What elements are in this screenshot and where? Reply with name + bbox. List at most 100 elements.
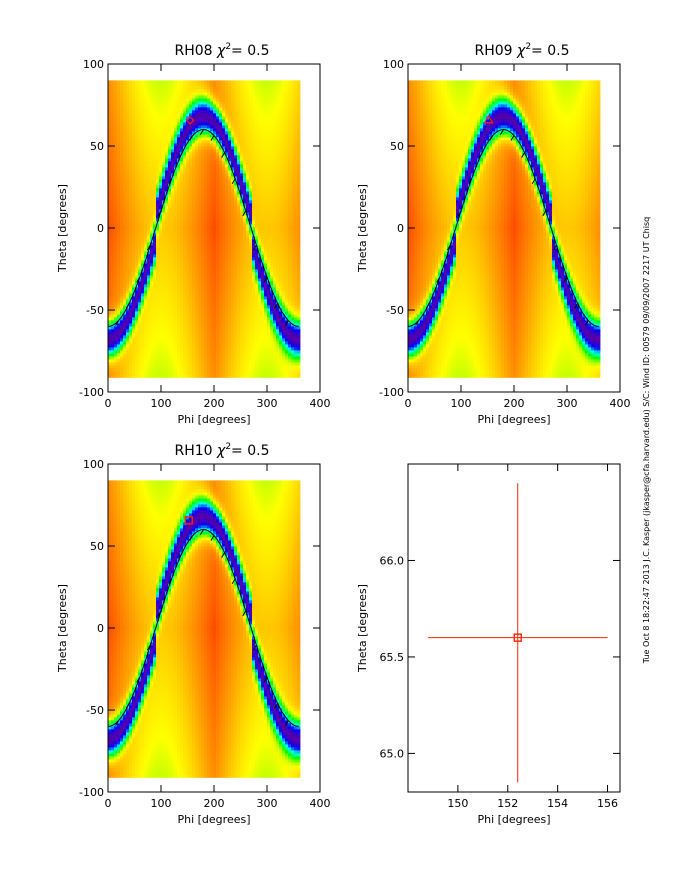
heatmap-cell [165, 221, 169, 225]
heatmap-cell [150, 209, 154, 213]
heatmap-cell [111, 86, 115, 90]
heatmap-cell [177, 284, 181, 288]
heatmap-cell [294, 161, 298, 165]
heatmap-cell [192, 179, 196, 183]
heatmap-cell [237, 206, 241, 210]
heatmap-cell [225, 173, 229, 177]
heatmap-cell [228, 215, 232, 219]
heatmap-cell [207, 254, 211, 258]
heatmap-cell [222, 254, 226, 258]
heatmap-cell [192, 188, 196, 192]
heatmap-cell [288, 95, 292, 99]
heatmap-cell [114, 110, 118, 114]
heatmap-cell [150, 278, 154, 282]
heatmap-cell [249, 254, 253, 258]
heatmap-cell [216, 104, 220, 108]
heatmap-cell [183, 104, 187, 108]
heatmap-cell [129, 86, 133, 90]
heatmap-cell [201, 224, 205, 228]
heatmap-cell [297, 227, 301, 231]
heatmap-cell [111, 110, 115, 114]
heatmap-cell [144, 308, 148, 312]
heatmap-cell [174, 179, 178, 183]
heatmap-cell [249, 107, 253, 111]
heatmap-cell [153, 125, 157, 129]
heatmap-cell [192, 182, 196, 186]
heatmap-cell [114, 146, 118, 150]
heatmap-cell [231, 311, 235, 315]
heatmap-cell [150, 83, 154, 87]
heatmap-cell [117, 188, 121, 192]
heatmap-cell [270, 245, 274, 249]
heatmap-cell [219, 263, 223, 267]
heatmap-cell [120, 293, 124, 297]
heatmap-cell [246, 239, 250, 243]
heatmap-cell [144, 206, 148, 210]
heatmap-cell [279, 113, 283, 117]
heatmap-cell [117, 263, 121, 267]
heatmap-cell [165, 209, 169, 213]
heatmap-cell [255, 236, 259, 240]
heatmap-cell [192, 98, 196, 102]
heatmap-cell [243, 161, 247, 165]
heatmap-cell [135, 200, 139, 204]
heatmap-cell [285, 149, 289, 153]
heatmap-cell [279, 137, 283, 141]
heatmap-cell [204, 218, 208, 222]
heatmap-cell [150, 104, 154, 108]
heatmap-cell [198, 233, 202, 237]
heatmap-cell [165, 152, 169, 156]
heatmap-cell [222, 173, 226, 177]
heatmap-cell [198, 257, 202, 261]
heatmap-cell [186, 173, 190, 177]
heatmap-cell [114, 257, 118, 261]
heatmap-cell [261, 236, 265, 240]
heatmap-cell [120, 245, 124, 249]
heatmap-cell [228, 170, 232, 174]
heatmap-cell [291, 224, 295, 228]
heatmap-cell [111, 197, 115, 201]
heatmap-cell [246, 311, 250, 315]
heatmap-cell [237, 197, 241, 201]
heatmap-cell [261, 275, 265, 279]
heatmap-cell [129, 221, 133, 225]
heatmap-cell [183, 113, 187, 117]
heatmap-cell [279, 164, 283, 168]
heatmap-cell [147, 137, 151, 141]
heatmap-cell [249, 218, 253, 222]
heatmap-cell [129, 206, 133, 210]
heatmap-cell [117, 173, 121, 177]
heatmap-cell [123, 86, 127, 90]
heatmap-cell [168, 311, 172, 315]
heatmap-cell [135, 299, 139, 303]
heatmap-cell [246, 176, 250, 180]
heatmap-cell [183, 80, 187, 84]
heatmap-cell [261, 119, 265, 123]
heatmap-cell [273, 260, 277, 264]
heatmap-cell [267, 140, 271, 144]
heatmap-cell [183, 242, 187, 246]
heatmap-cell [135, 209, 139, 213]
heatmap-cell [114, 209, 118, 213]
heatmap-cell [153, 137, 157, 141]
heatmap-cell [246, 230, 250, 234]
heatmap-cell [279, 191, 283, 195]
heatmap-cell [204, 146, 208, 150]
heatmap-cell [243, 197, 247, 201]
heatmap-cell [276, 218, 280, 222]
heatmap-cell [297, 101, 301, 105]
heatmap-cell [294, 152, 298, 156]
heatmap-cell [270, 197, 274, 201]
heatmap-cell [123, 227, 127, 231]
heatmap-cell [141, 161, 145, 165]
heatmap-cell [240, 92, 244, 96]
heatmap-cell [279, 83, 283, 87]
heatmap-cell [234, 176, 238, 180]
heatmap-cell [174, 128, 178, 132]
heatmap-cell [207, 128, 211, 132]
heatmap-cell [285, 140, 289, 144]
heatmap-cell [204, 113, 208, 117]
heatmap-cell [162, 290, 166, 294]
heatmap-cell [207, 200, 211, 204]
heatmap-cell [225, 212, 229, 216]
